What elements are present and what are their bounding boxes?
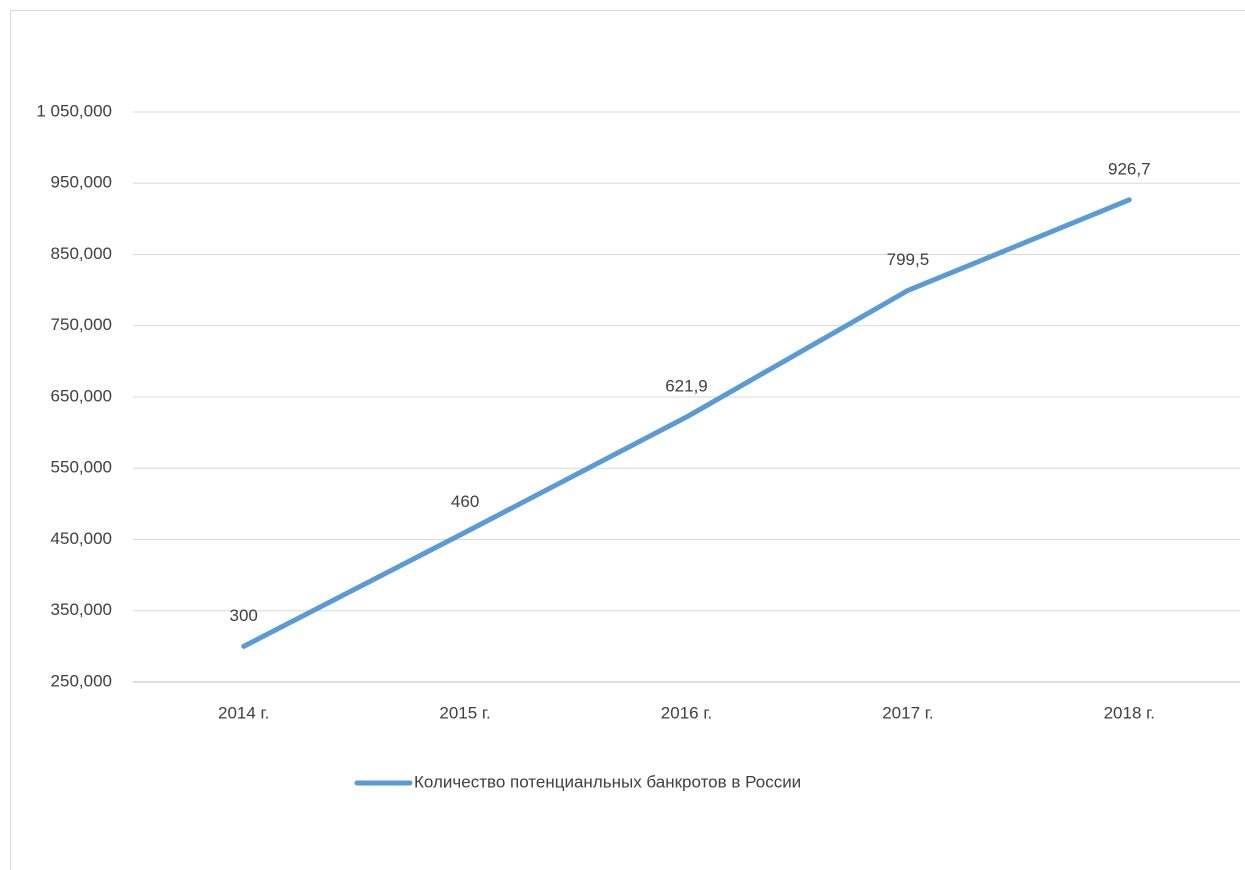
series-line <box>241 197 1132 649</box>
y-tick-label: 850,000 <box>51 244 112 263</box>
x-tick-label: 2017 г. <box>882 703 933 722</box>
y-tick-label: 250,000 <box>51 671 112 690</box>
data-label: 621,9 <box>665 377 708 396</box>
data-label: 460 <box>451 492 479 511</box>
data-label: 926,7 <box>1108 159 1151 178</box>
legend-label: Количество потенцианльных банкротов в Ро… <box>414 772 801 791</box>
y-tick-label: 550,000 <box>51 458 112 477</box>
y-tick-label: 950,000 <box>51 173 112 192</box>
data-label: 300 <box>230 606 258 625</box>
data-label: 799,5 <box>887 250 930 269</box>
x-tick-label: 2015 г. <box>439 703 490 722</box>
y-tick-label: 350,000 <box>51 600 112 619</box>
y-tick-label: 650,000 <box>51 386 112 405</box>
x-tick-label: 2014 г. <box>218 703 269 722</box>
x-tick-label: 2016 г. <box>661 703 712 722</box>
chart-border <box>10 10 1245 870</box>
x-tick-label: 2018 г. <box>1104 703 1155 722</box>
y-tick-label: 750,000 <box>51 315 112 334</box>
y-tick-label: 450,000 <box>51 529 112 548</box>
y-tick-label: 1 050,000 <box>36 101 112 120</box>
